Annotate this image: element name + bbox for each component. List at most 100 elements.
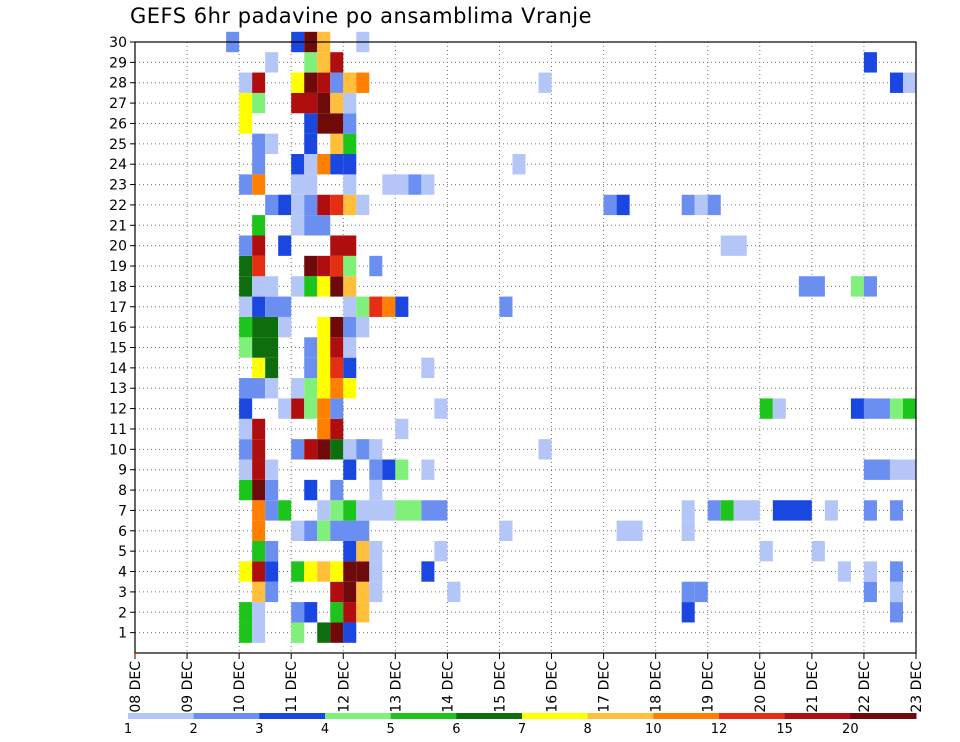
heatmap-cell [252,316,279,338]
heatmap-cell [304,602,318,623]
heatmap-cell [707,194,721,216]
heatmap-cell [239,418,253,440]
heatmap-cell [330,398,344,419]
heatmap-cell [330,92,344,114]
y-tick-label: 1 [118,626,127,642]
heatmap-cell [265,296,292,317]
heatmap-cell [356,439,370,460]
heatmap-cell [317,357,331,379]
heatmap-cell [304,520,318,541]
heatmap-cell [421,500,448,521]
y-tick-label: 15 [109,341,127,357]
heatmap-cell [304,255,318,277]
x-tick-label: 09 DEC [180,661,196,713]
heatmap-cell [317,398,331,419]
heatmap-cell [291,276,305,297]
heatmap-cell [291,154,305,175]
heatmap-cell [538,72,552,93]
heatmap-cell [317,194,331,216]
heatmap-cell [330,561,344,582]
heatmap-cell [278,500,292,521]
y-tick-label: 5 [118,544,127,560]
heatmap-cell [499,520,513,541]
heatmap-cell [304,113,318,134]
heatmap-cell [252,296,266,317]
y-tick-label: 20 [109,239,127,255]
heatmap-cell [291,378,305,399]
heatmap-cell [343,439,357,460]
heatmap-cell [369,459,383,480]
heatmap-cell [304,72,318,93]
legend-label: 12 [711,722,728,737]
heatmap-cell [863,52,877,73]
heatmap-cell [421,561,435,582]
heatmap-cell [239,235,253,256]
heatmap-cell [343,622,357,643]
heatmap-cell [343,92,357,114]
heatmap-cell [343,378,357,399]
heatmap-cell [278,194,292,216]
y-tick-label: 27 [109,96,127,112]
heatmap-cell [902,72,916,93]
y-tick-label: 16 [109,320,127,336]
legend-swatch [325,713,392,719]
legend-swatch [128,713,195,719]
heatmap-cell [317,52,331,73]
heatmap-cell [252,622,266,643]
y-tick-label: 9 [118,463,127,479]
heatmap-cell [291,194,305,216]
legend-label: 4 [321,722,329,737]
heatmap-cell [343,133,357,155]
heatmap-cell [382,174,409,195]
heatmap-cell [252,561,266,582]
heatmap-cell [239,439,253,460]
heatmap-cell [369,561,383,582]
y-tick-label: 12 [109,402,127,418]
heatmap-cell [239,398,253,419]
heatmap-cell [356,602,370,623]
heatmap-cell [330,133,344,155]
y-tick-label: 3 [118,585,127,601]
heatmap-cell [317,113,344,134]
heatmap-cell [317,276,331,297]
heatmap-cell [278,398,292,419]
heatmap-cell [681,194,695,216]
heatmap-cell [343,357,357,379]
y-tick-label: 26 [109,116,127,132]
heatmap-cell [356,540,370,562]
heatmap-cell [343,581,357,603]
legend-label: 1 [124,722,132,737]
heatmap-cell [694,194,708,216]
heatmap-cell [538,439,552,460]
heatmap-cell [369,540,383,562]
x-tick-label: 08 DEC [128,661,144,713]
heatmap-cell [291,72,305,93]
y-tick-label: 28 [109,76,127,92]
y-tick-label: 7 [118,503,127,519]
legend-label: 15 [776,722,793,737]
heatmap-cell [317,72,331,93]
legend-label: 5 [387,722,395,737]
heatmap-cell [252,235,266,256]
heatmap-cell [408,174,422,195]
heatmap-cell [304,357,318,379]
heatmap-cell [616,194,630,216]
y-tick-label: 8 [118,483,127,499]
heatmap-cell [343,296,357,317]
heatmap-cell [863,581,877,603]
heatmap-cell [252,459,266,480]
heatmap-cell [291,398,305,419]
heatmap-cell [304,133,318,155]
heatmap-cell [239,337,253,358]
heatmap-cell [252,540,266,562]
heatmap-cell [304,52,318,73]
heatmap-cell [265,479,279,501]
heatmap-cell [330,357,344,379]
heatmap-cell [356,296,370,317]
heatmap-cell [434,398,448,419]
heatmap-cell [265,133,279,155]
legend-label: 8 [584,722,592,737]
heatmap-cell [252,357,266,379]
heatmap-cell [278,316,292,338]
